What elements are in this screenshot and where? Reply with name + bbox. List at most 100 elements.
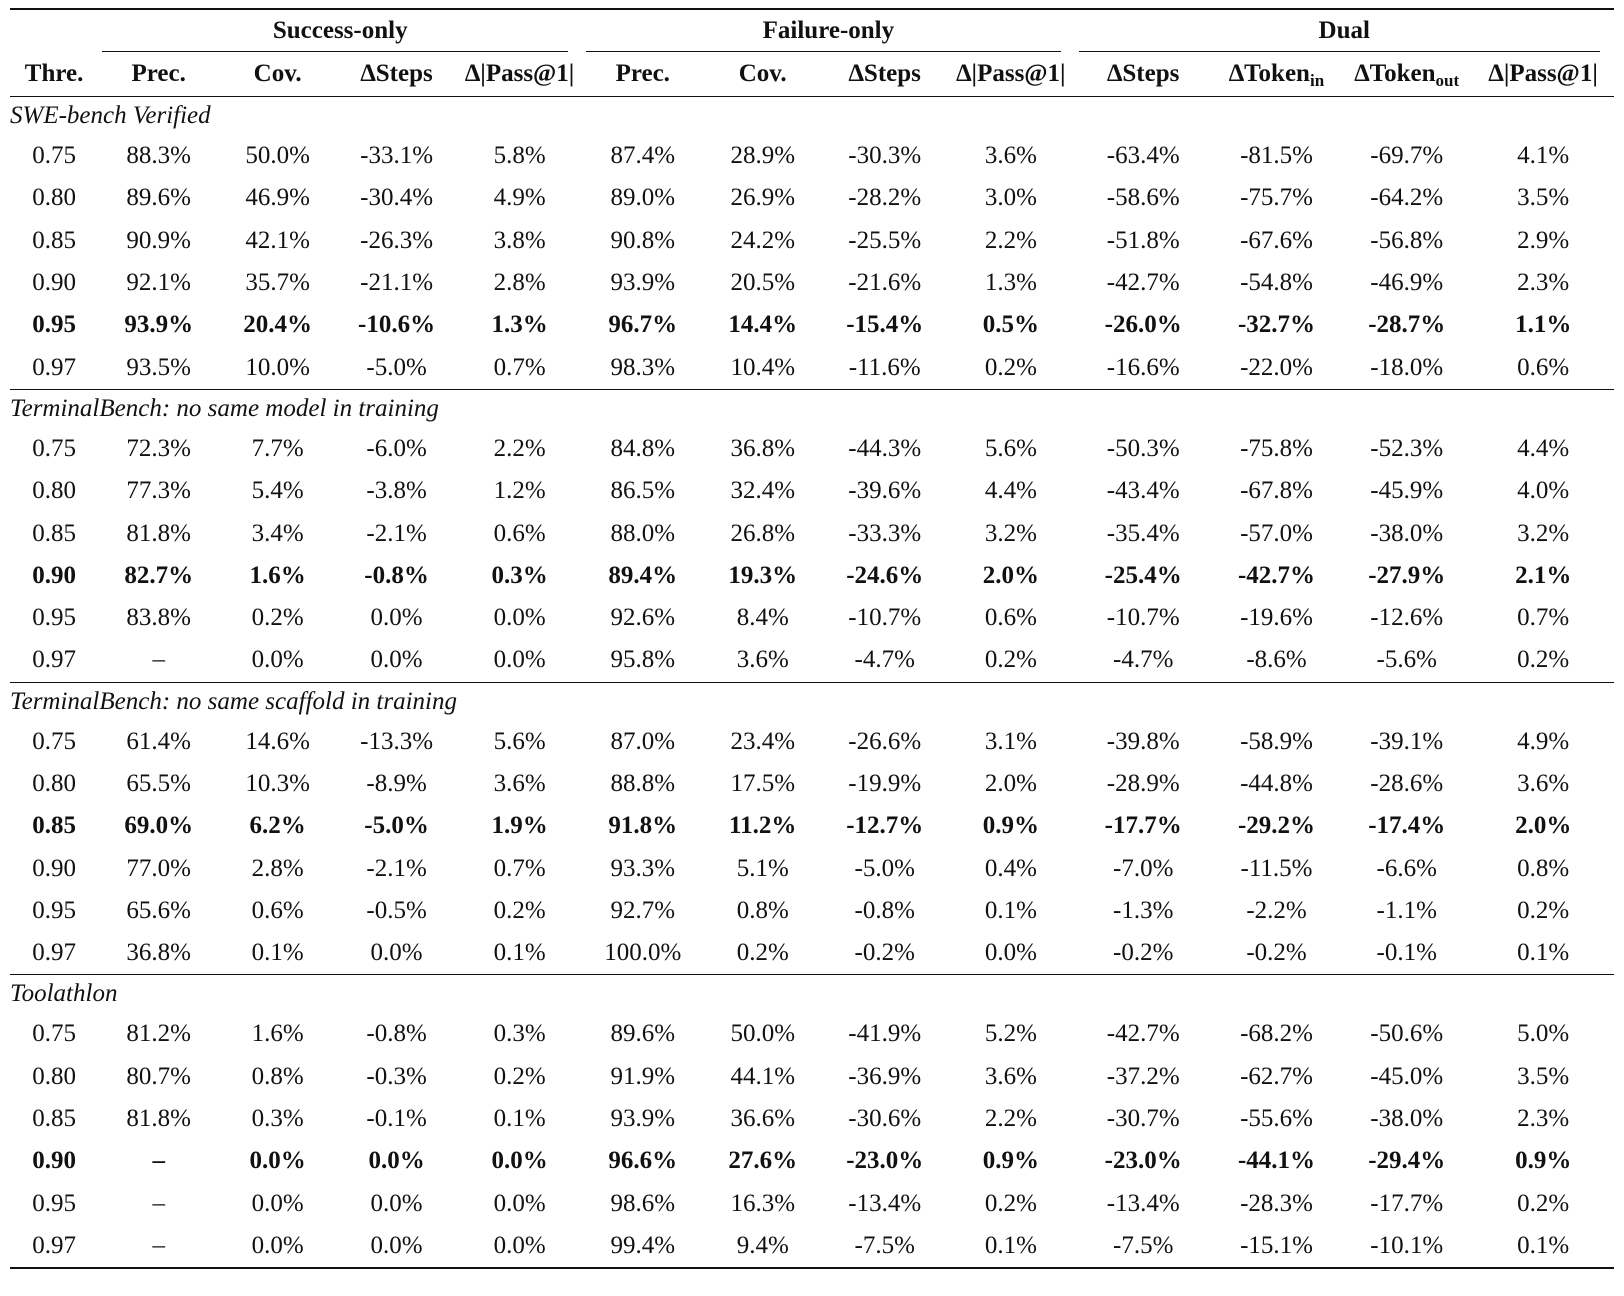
results-table-container: Success-only Failure-only Dual Thre. Pre… [10,8,1614,1269]
value-cell: -0.8% [364,561,429,589]
value-cell: 44.1% [730,1062,796,1090]
value-cell: 0.0% [370,1189,423,1217]
value-cell: -29.2% [1237,812,1316,840]
value-cell: -30.7% [1106,1105,1180,1133]
col-failure-precision: Prec. [615,60,670,87]
value-cell: 1.9% [491,812,548,840]
section-header-row: TerminalBench: no same scaffold in train… [10,682,1614,721]
value-cell: -81.5% [1240,142,1313,170]
threshold-cell: 0.90 [32,854,76,882]
value-cell: -30.4% [360,184,434,212]
value-cell: -17.7% [1370,1189,1444,1217]
value-cell: -10.7% [848,604,922,632]
value-cell: 0.3% [251,1105,304,1133]
table-row: 0.85 81.8% 0.3% -0.1% 0.1% 93.9% 36.6% -30.6% 2.… [10,1098,1614,1140]
value-cell: -22.0% [1240,353,1313,381]
value-cell: -27.9% [1368,561,1446,589]
table-row: 0.90 77.0% 2.8% -2.1% 0.7% 93.3% 5.1% -5.0% 0.4%… [10,847,1614,889]
value-cell: 0.6% [1517,353,1570,381]
threshold-cell: 0.75 [32,727,76,755]
value-cell: 1.6% [249,561,306,589]
value-cell: 0.7% [1517,604,1570,632]
threshold-cell: 0.95 [32,604,76,632]
value-cell: -45.9% [1370,477,1444,505]
value-cell: 0.0% [493,646,546,674]
value-cell: -1.3% [1113,896,1174,924]
value-cell: -37.2% [1106,1062,1180,1090]
value-cell: -44.1% [1237,1147,1316,1175]
value-cell: 96.7% [608,311,678,339]
value-cell: – [152,646,165,674]
value-cell: 2.1% [1515,561,1572,589]
token-label: ∆Token [1354,60,1436,87]
table-row: 0.85 69.0% 6.2% -5.0% 1.9% 91.8% 11.2% -12.7% 0.… [10,805,1614,847]
table-row: 0.75 88.3% 50.0% -33.1% 5.8% 87.4% 28.9% -30.3%… [10,135,1614,177]
value-cell: -5.0% [366,353,427,381]
value-cell: 17.5% [730,770,796,797]
table-row: 0.90 92.1% 35.7% -21.1% 2.8% 93.9% 20.5% -21.6%… [10,262,1614,304]
section-title: TerminalBench: no same model in training [10,394,439,422]
threshold-cell: 0.85 [32,519,76,547]
value-cell: 0.2% [736,939,789,967]
value-cell: 61.4% [126,727,191,755]
col-threshold: Thre. [24,60,84,87]
value-cell: 65.5% [126,770,191,797]
value-cell: -55.6% [1240,1105,1313,1133]
value-cell: -0.2% [1113,939,1174,967]
value-cell: 3.1% [984,727,1037,755]
table-row: 0.97 – 0.0% 0.0% 0.0% 99.4% 9.4% -7.5% 0.1% -7.5%… [10,1225,1614,1269]
value-cell: 35.7% [245,269,310,297]
value-cell: 1.6% [251,1020,304,1048]
value-cell: 92.7% [610,896,676,924]
value-cell: 92.1% [126,269,191,297]
value-cell: 2.2% [984,226,1037,254]
section-title: SWE-bench Verified [10,102,211,129]
value-cell: 0.0% [251,646,304,674]
value-cell: 0.9% [982,812,1040,840]
value-cell: -5.6% [1376,646,1437,674]
threshold-cell: 0.90 [32,561,76,589]
value-cell: 27.6% [728,1147,798,1175]
value-cell: 0.1% [493,939,546,967]
table-row: 0.75 81.2% 1.6% -0.8% 0.3% 89.6% 50.0% -41.9% 5.… [10,1013,1614,1055]
value-cell: -67.6% [1240,226,1313,254]
value-cell: 0.0% [249,1147,306,1175]
value-cell: 0.0% [251,1189,304,1217]
table-row: 0.75 72.3% 7.7% -6.0% 2.2% 84.8% 36.8% -44.3% 5.… [10,428,1614,470]
value-cell: 84.8% [610,434,676,462]
value-cell: 81.8% [126,519,191,547]
value-cell: 88.3% [126,142,191,170]
section-header-row: Toolathlon [10,974,1614,1014]
value-cell: 0.9% [982,1147,1040,1175]
value-cell: 3.2% [984,519,1037,547]
value-cell: 0.0% [493,1231,546,1259]
value-cell: 5.0% [1517,1020,1570,1048]
col-failure-steps: ∆Steps [848,60,921,87]
value-cell: -0.5% [366,896,427,924]
value-cell: 2.3% [1517,1105,1570,1133]
value-cell: 19.3% [728,561,798,589]
value-cell: -29.4% [1368,1147,1446,1175]
threshold-cell: 0.85 [32,812,76,840]
value-cell: 2.8% [251,854,304,882]
value-cell: 23.4% [730,727,796,755]
value-cell: 7.7% [251,434,304,462]
value-cell: 0.1% [984,1231,1037,1259]
value-cell: 89.6% [126,184,191,212]
value-cell: 91.9% [610,1062,676,1090]
value-cell: 0.8% [1517,854,1570,882]
value-cell: 1.2% [493,477,546,505]
value-cell: -63.4% [1106,142,1180,170]
table-row: 0.97 36.8% 0.1% 0.0% 0.1% 100.0% 0.2% -0.2% 0.0%… [10,932,1614,975]
threshold-cell: 0.90 [32,269,76,297]
table-row: 0.85 81.8% 3.4% -2.1% 0.6% 88.0% 26.8% -33.3% 3.… [10,512,1614,554]
table-row: 0.90 82.7% 1.6% -0.8% 0.3% 89.4% 19.3% -24.6% 2.… [10,555,1614,597]
value-cell: 1.1% [1515,311,1572,339]
table-row: 0.97 93.5% 10.0% -5.0% 0.7% 98.3% 10.4% -11.6% 0… [10,346,1614,389]
value-cell: -42.7% [1106,269,1180,297]
value-cell: 5.1% [736,854,789,882]
value-cell: 36.8% [126,939,191,967]
threshold-cell: 0.75 [32,1020,76,1048]
table-row: 0.95 93.9% 20.4% -10.6% 1.3% 96.7% 14.4% -15.4%… [10,304,1614,346]
col-failure-coverage: Cov. [738,60,787,87]
